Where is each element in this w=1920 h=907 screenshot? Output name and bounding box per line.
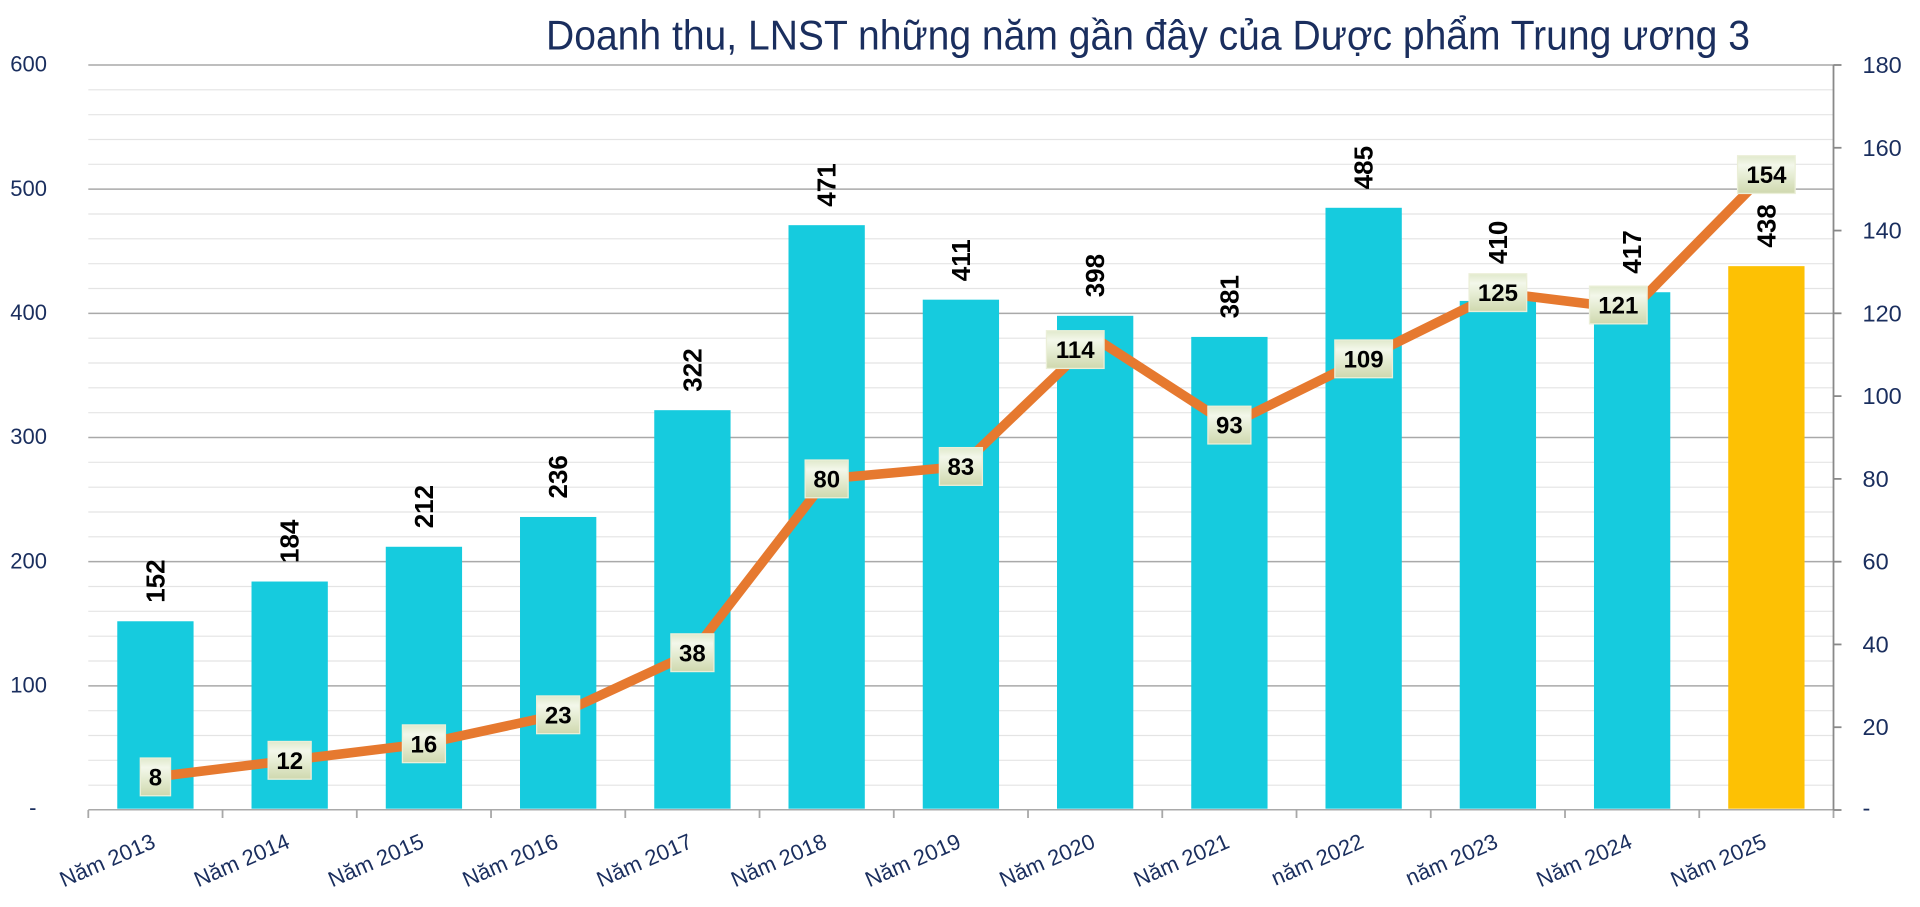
svg-text:23: 23 xyxy=(545,702,572,729)
svg-text:160: 160 xyxy=(1863,135,1902,161)
svg-text:485: 485 xyxy=(1349,146,1379,189)
svg-text:322: 322 xyxy=(677,348,707,391)
svg-text:38: 38 xyxy=(679,640,706,667)
svg-text:154: 154 xyxy=(1746,162,1787,189)
svg-text:60: 60 xyxy=(1863,549,1889,575)
svg-text:93: 93 xyxy=(1216,413,1243,440)
svg-text:121: 121 xyxy=(1598,293,1638,320)
svg-text:Doanh thu, LNST những năm gần: Doanh thu, LNST những năm gần đây của Dư… xyxy=(546,12,1750,59)
svg-text:120: 120 xyxy=(1863,300,1902,326)
svg-text:-: - xyxy=(29,795,36,820)
svg-text:12: 12 xyxy=(276,748,303,775)
svg-text:200: 200 xyxy=(10,548,47,573)
svg-text:500: 500 xyxy=(10,176,47,201)
svg-text:109: 109 xyxy=(1344,347,1384,374)
svg-text:100: 100 xyxy=(1863,383,1902,409)
svg-text:114: 114 xyxy=(1056,337,1095,364)
svg-text:184: 184 xyxy=(275,519,305,563)
svg-text:125: 125 xyxy=(1478,280,1518,307)
svg-text:80: 80 xyxy=(813,467,840,494)
svg-text:212: 212 xyxy=(409,485,439,528)
svg-text:398: 398 xyxy=(1080,254,1110,297)
svg-text:100: 100 xyxy=(10,672,47,697)
svg-text:80: 80 xyxy=(1863,466,1889,492)
svg-text:40: 40 xyxy=(1863,631,1889,657)
svg-text:381: 381 xyxy=(1214,275,1244,318)
svg-text:411: 411 xyxy=(946,239,976,281)
svg-text:417: 417 xyxy=(1617,230,1647,273)
svg-text:410: 410 xyxy=(1483,221,1513,264)
svg-text:300: 300 xyxy=(10,424,47,449)
svg-text:180: 180 xyxy=(1863,52,1902,78)
svg-text:600: 600 xyxy=(10,52,47,77)
svg-text:471: 471 xyxy=(812,163,842,206)
svg-text:140: 140 xyxy=(1863,218,1902,244)
svg-text:20: 20 xyxy=(1863,714,1889,740)
svg-text:400: 400 xyxy=(10,300,47,325)
svg-text:236: 236 xyxy=(543,455,573,498)
svg-text:-: - xyxy=(1863,795,1871,821)
svg-text:83: 83 xyxy=(948,454,975,481)
svg-text:8: 8 xyxy=(149,765,162,792)
svg-text:438: 438 xyxy=(1751,204,1781,247)
svg-text:152: 152 xyxy=(140,559,170,602)
svg-text:16: 16 xyxy=(411,731,438,758)
